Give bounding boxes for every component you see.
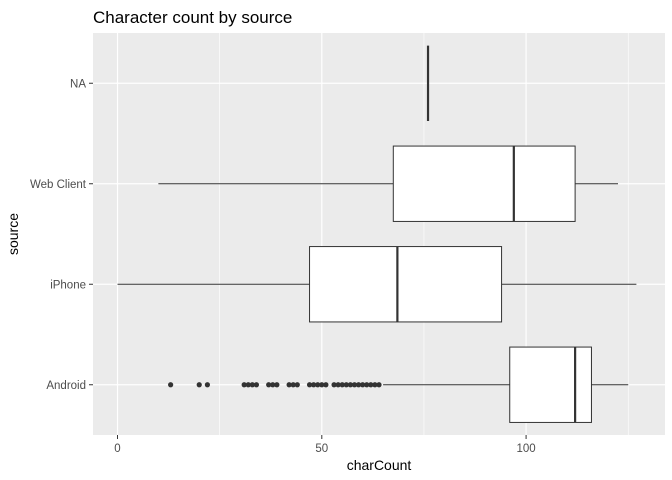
outlier-point (286, 382, 292, 388)
outlier-point (347, 382, 353, 388)
outlier-point (241, 382, 247, 388)
chart-title: Character count by source (93, 8, 292, 27)
box-series (117, 45, 637, 423)
outlier-point (355, 382, 362, 388)
outlier-point (368, 382, 374, 388)
y-tick-label: Android (46, 380, 86, 392)
outlier-point (343, 382, 349, 388)
outlier-point (196, 382, 202, 388)
box-group (158, 145, 619, 222)
outlier-point (294, 382, 300, 388)
outlier-point (249, 382, 255, 388)
axes: 0 50 100 NA Web Client iPhone Android (30, 78, 536, 455)
box-iqr (309, 246, 503, 323)
outlier-point (245, 382, 251, 388)
outlier-point (315, 382, 321, 388)
outlier-point (311, 382, 317, 388)
y-tick-label: NA (70, 78, 86, 90)
outlier-point (351, 382, 358, 388)
outlier-point (335, 382, 341, 388)
x-tick-label: 0 (114, 443, 120, 455)
y-axis-title: source (5, 213, 21, 255)
outlier-point (168, 382, 174, 388)
outlier-point (306, 382, 313, 388)
outlier-point (274, 382, 280, 388)
outlier-point (360, 382, 366, 388)
y-tick-label: Web Client (30, 179, 87, 191)
outlier-point (290, 382, 296, 388)
outlier-point (372, 382, 378, 388)
box-group (117, 246, 637, 323)
outlier-point (270, 382, 276, 388)
outlier-point (323, 382, 329, 388)
x-tick-label: 50 (315, 443, 328, 455)
outlier-point (364, 382, 370, 388)
outlier-point (204, 382, 210, 388)
outlier-point (319, 382, 325, 388)
y-tick-label: iPhone (50, 279, 86, 291)
box-iqr (509, 346, 592, 423)
box-group (168, 346, 629, 423)
outlier-point (266, 382, 272, 388)
outlier-point (331, 382, 337, 388)
x-tick-label: 100 (516, 443, 535, 455)
outlier-point (339, 382, 345, 388)
x-axis-title: charCount (347, 457, 412, 473)
outlier-point (253, 382, 260, 388)
outlier-point (376, 382, 382, 388)
box-iqr (392, 145, 576, 222)
